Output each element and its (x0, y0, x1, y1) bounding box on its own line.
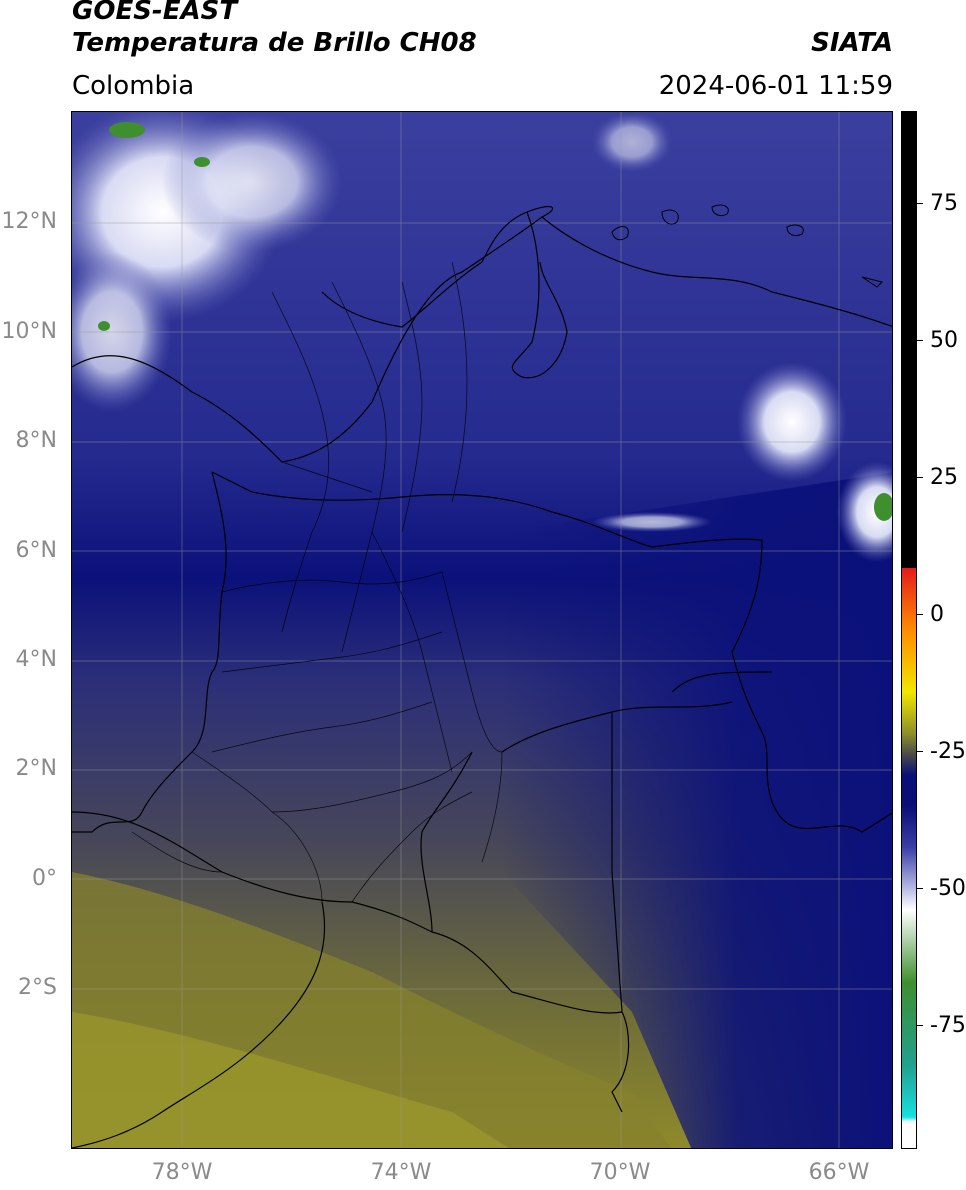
colorbar-tick (917, 888, 923, 889)
lon-label-66w: 66°W (808, 1160, 870, 1185)
lat-label-0: 0° (32, 866, 57, 891)
lat-label-12n: 12°N (1, 209, 57, 234)
cloud-top (592, 112, 672, 172)
colorbar-label-minus50: -50 (930, 876, 966, 901)
colorbar-tick (917, 614, 923, 615)
product-title: GOES-EAST (72, 0, 238, 26)
lon-label-74w: 74°W (370, 1160, 432, 1185)
colorbar-tick (917, 1025, 923, 1026)
lat-label-2s: 2°S (18, 975, 57, 1000)
cold-spot-1 (109, 122, 145, 138)
colorbar-label-0: 0 (930, 602, 944, 627)
warm-dry-region (72, 1012, 509, 1148)
datetime-label: 2024-06-01 11:59 (658, 71, 893, 101)
satellite-map (72, 112, 892, 1148)
cloud-streak (592, 512, 712, 532)
colorbar-label-50: 50 (930, 328, 958, 353)
product-subtitle: Temperatura de Brillo CH08 (72, 28, 477, 58)
lon-label-70w: 70°W (589, 1160, 651, 1185)
cloud-northwest-2 (162, 112, 342, 252)
colorbar-label-minus25: -25 (930, 739, 966, 764)
lon-label-78w: 78°W (151, 1160, 213, 1185)
lat-label-8n: 8°N (15, 428, 57, 453)
colorbar-label-25: 25 (930, 465, 958, 490)
island-outlines (611, 204, 883, 288)
colorbar (901, 111, 917, 1149)
source-label: SIATA (811, 28, 893, 58)
colorbar-tick (917, 340, 923, 341)
lat-label-6n: 6°N (15, 538, 57, 563)
cold-moist-region (502, 472, 892, 1148)
cold-spot-2 (194, 157, 210, 167)
country-borders (72, 205, 892, 1148)
colorbar-tick (917, 477, 923, 478)
colorbar-label-75: 75 (930, 191, 958, 216)
cold-spot-4 (874, 493, 892, 521)
colorbar-tick (917, 751, 923, 752)
lat-label-2n: 2°N (15, 756, 57, 781)
cloud-venezuela (737, 362, 847, 482)
colorbar-tick (917, 203, 923, 204)
region-label: Colombia (72, 71, 195, 101)
map-panel (71, 111, 893, 1149)
map-gridlines (72, 112, 892, 1148)
cold-spot-3 (98, 321, 110, 331)
colorbar-label-minus75: -75 (930, 1013, 966, 1038)
department-borders (131, 261, 503, 903)
lat-label-4n: 4°N (15, 647, 57, 672)
lat-label-10n: 10°N (1, 319, 57, 344)
cloud-east (837, 462, 892, 562)
